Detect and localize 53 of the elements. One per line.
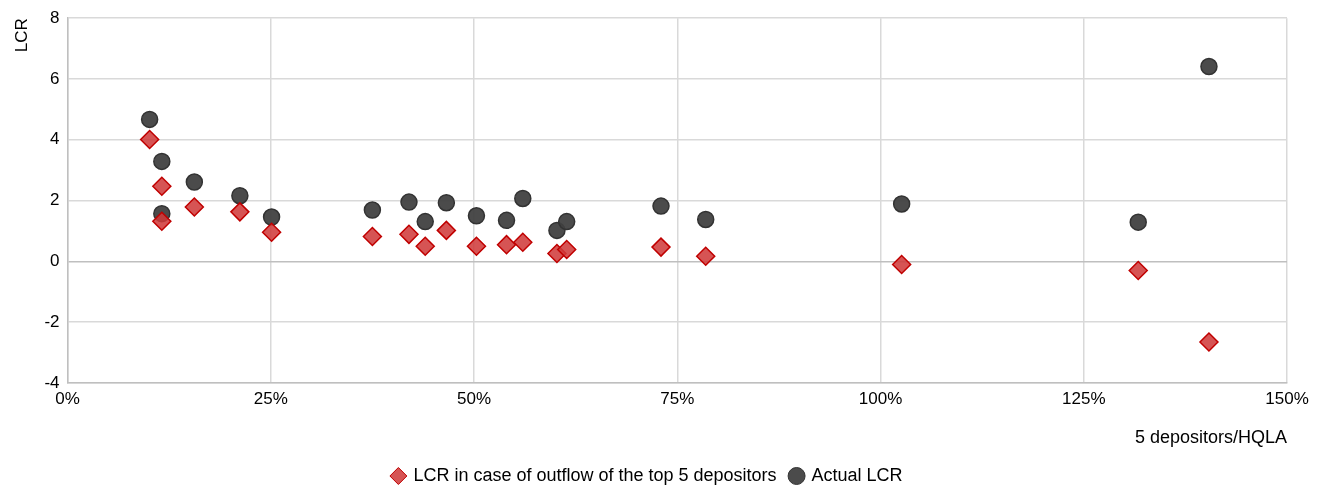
point — [231, 186, 249, 205]
point — [496, 234, 517, 255]
legend-label: Actual LCR — [811, 464, 903, 485]
point — [139, 129, 160, 150]
x-tick-label: 50% — [456, 388, 492, 408]
point — [436, 220, 457, 241]
x-tick-label: 100% — [858, 388, 903, 408]
point — [230, 202, 250, 222]
point — [652, 197, 670, 215]
point — [262, 208, 281, 226]
point — [184, 197, 205, 217]
point — [696, 210, 715, 229]
point — [415, 236, 435, 256]
y-tick-label: 6 — [50, 68, 60, 88]
point — [513, 232, 533, 252]
point — [1129, 213, 1147, 231]
point — [152, 211, 172, 232]
point — [1128, 260, 1148, 281]
point — [514, 189, 532, 208]
y-tick-label: -2 — [44, 311, 60, 331]
point — [695, 246, 716, 266]
point — [400, 193, 418, 211]
point — [416, 212, 434, 231]
x-axis-title: 5 depositors/HQLA — [1134, 427, 1287, 448]
y-tick-label: 4 — [50, 129, 60, 149]
point — [467, 207, 486, 225]
point — [556, 239, 577, 260]
y-tick-label: 2 — [50, 190, 60, 210]
point — [153, 152, 171, 171]
point — [437, 193, 456, 212]
point — [557, 212, 576, 231]
point — [185, 173, 204, 191]
x-tick-label: 150% — [1265, 388, 1309, 408]
y-axis-title: LCR — [11, 18, 31, 53]
legend-label: LCR in case of outflow of the top 5 depositors — [413, 464, 777, 485]
point — [466, 236, 487, 256]
point — [261, 222, 282, 242]
x-tick-label: 25% — [253, 388, 288, 408]
x-tick-label: 75% — [660, 388, 695, 408]
point — [362, 226, 383, 247]
point — [892, 195, 911, 213]
point — [1200, 57, 1218, 76]
x-tick-label: 125% — [1062, 388, 1106, 408]
point — [152, 176, 172, 197]
y-tick-label: 8 — [50, 7, 60, 27]
point — [651, 237, 671, 257]
point — [497, 211, 516, 230]
point — [140, 110, 159, 129]
point — [399, 224, 419, 245]
y-tick-label: 0 — [50, 251, 60, 271]
point — [363, 201, 382, 219]
point — [1199, 332, 1219, 352]
point — [891, 254, 912, 275]
